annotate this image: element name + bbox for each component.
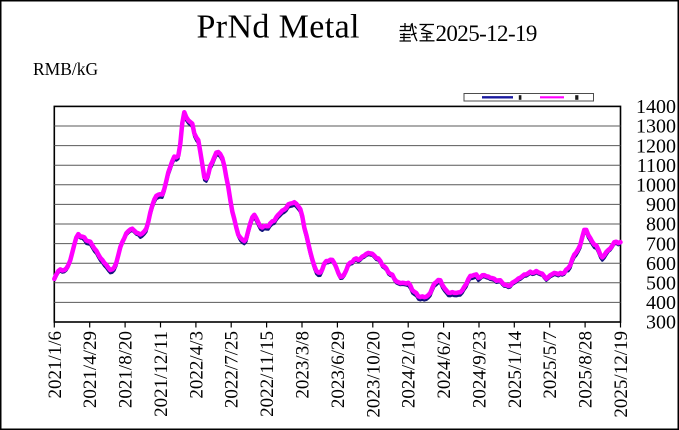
svg-text:PrNd Metal: PrNd Metal	[197, 9, 360, 46]
svg-text:2024/6/2: 2024/6/2	[434, 331, 455, 399]
svg-text:2025-12-19: 2025-12-19	[436, 21, 537, 46]
svg-text:2023/6/29: 2023/6/29	[328, 331, 349, 408]
svg-text:2023/10/20: 2023/10/20	[363, 331, 384, 418]
svg-text:2021/4/29: 2021/4/29	[80, 331, 101, 408]
svg-text:RMB/kG: RMB/kG	[33, 59, 99, 79]
svg-text:2024/2/10: 2024/2/10	[399, 331, 420, 408]
svg-text:800: 800	[646, 214, 676, 236]
svg-text:500: 500	[646, 273, 676, 295]
svg-text:2025/12/19: 2025/12/19	[611, 331, 632, 418]
svg-text:2025/1/14: 2025/1/14	[505, 331, 526, 409]
svg-text:600: 600	[646, 253, 676, 275]
svg-text:1400: 1400	[636, 96, 676, 118]
svg-text:2024/9/23: 2024/9/23	[470, 331, 491, 408]
svg-text:2022/4/3: 2022/4/3	[186, 331, 207, 399]
svg-text:700: 700	[646, 233, 676, 255]
svg-text:300: 300	[646, 312, 676, 334]
svg-text:2021/1/6: 2021/1/6	[45, 331, 66, 399]
svg-text:1200: 1200	[636, 135, 676, 157]
svg-text:900: 900	[646, 194, 676, 216]
svg-text:2025/8/28: 2025/8/28	[576, 331, 597, 408]
svg-text:1100: 1100	[637, 155, 676, 177]
svg-text:1300: 1300	[636, 116, 676, 138]
svg-text:2023/3/8: 2023/3/8	[293, 331, 314, 399]
svg-text:2025/5/7: 2025/5/7	[540, 331, 561, 399]
svg-text:1000: 1000	[636, 175, 676, 197]
svg-text:2021/8/20: 2021/8/20	[116, 331, 137, 408]
svg-text:2022/11/15: 2022/11/15	[257, 331, 278, 417]
svg-text:2022/7/25: 2022/7/25	[222, 331, 243, 408]
svg-text:2021/12/11: 2021/12/11	[151, 331, 172, 417]
svg-text:400: 400	[646, 292, 676, 314]
